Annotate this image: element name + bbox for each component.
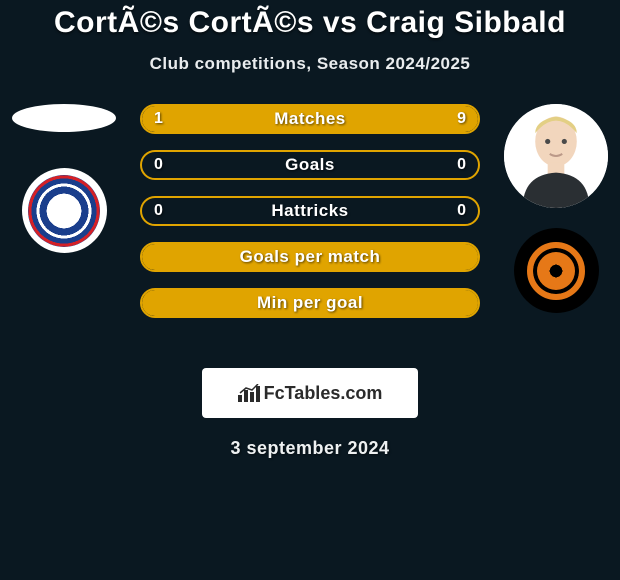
bar-chart-icon (238, 384, 260, 402)
dundee-utd-badge-icon (527, 242, 585, 300)
right-player-column (496, 104, 616, 313)
right-club-crest (514, 228, 599, 313)
page-subtitle: Club competitions, Season 2024/2025 (0, 54, 620, 74)
stat-row: 00Hattricks (140, 196, 480, 226)
rangers-badge-icon (28, 175, 100, 247)
brand-text: FcTables.com (264, 383, 383, 404)
stat-label: Goals (142, 152, 478, 178)
stat-row: Min per goal (140, 288, 480, 318)
stat-bars: 19Matches 00Goals 00Hattricks Goals per mat… (140, 104, 480, 334)
fctables-logo: FcTables.com (238, 383, 383, 404)
stat-label: Goals per match (142, 244, 478, 270)
stat-row: 00Goals (140, 150, 480, 180)
stat-label: Matches (142, 106, 478, 132)
stat-label: Hattricks (142, 198, 478, 224)
stat-row: 19Matches (140, 104, 480, 134)
stat-label: Min per goal (142, 290, 478, 316)
brand-box: FcTables.com (202, 368, 418, 418)
left-club-crest (22, 168, 107, 253)
comparison-card: CortÃ©s CortÃ©s vs Craig Sibbald Club co… (0, 0, 620, 459)
comparison-main: 19Matches 00Goals 00Hattricks Goals per mat… (0, 104, 620, 364)
snapshot-date: 3 september 2024 (0, 438, 620, 459)
page-title: CortÃ©s CortÃ©s vs Craig Sibbald (0, 6, 620, 40)
stat-row: Goals per match (140, 242, 480, 272)
player-photo-placeholder (12, 104, 116, 132)
left-player-column (4, 104, 124, 253)
player-photo (504, 104, 608, 208)
